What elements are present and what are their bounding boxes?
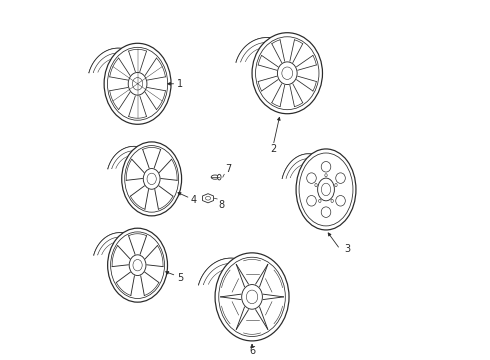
Ellipse shape — [108, 228, 168, 302]
Text: 8: 8 — [218, 200, 224, 210]
Text: 5: 5 — [177, 273, 183, 283]
Text: 6: 6 — [249, 346, 255, 356]
Ellipse shape — [277, 62, 297, 85]
Polygon shape — [236, 33, 321, 62]
Ellipse shape — [122, 142, 182, 216]
Polygon shape — [94, 228, 166, 255]
Ellipse shape — [242, 284, 263, 309]
Ellipse shape — [129, 255, 146, 275]
Text: 7: 7 — [225, 163, 231, 174]
Ellipse shape — [307, 173, 316, 183]
Ellipse shape — [321, 162, 331, 172]
Ellipse shape — [318, 178, 334, 201]
Polygon shape — [108, 142, 180, 169]
Ellipse shape — [307, 195, 316, 206]
Ellipse shape — [321, 207, 331, 217]
Ellipse shape — [315, 184, 317, 187]
Ellipse shape — [128, 72, 147, 95]
Ellipse shape — [335, 184, 337, 187]
Ellipse shape — [143, 168, 160, 189]
Ellipse shape — [331, 199, 333, 203]
Ellipse shape — [211, 175, 219, 179]
Ellipse shape — [325, 174, 327, 177]
Ellipse shape — [336, 195, 345, 206]
Ellipse shape — [218, 174, 221, 180]
Text: 2: 2 — [270, 144, 276, 154]
Ellipse shape — [104, 43, 171, 124]
Text: 4: 4 — [191, 195, 197, 205]
Polygon shape — [89, 43, 170, 73]
Ellipse shape — [318, 199, 321, 203]
Polygon shape — [198, 253, 287, 285]
Ellipse shape — [252, 33, 322, 114]
Ellipse shape — [215, 253, 289, 341]
Ellipse shape — [336, 173, 345, 183]
Polygon shape — [202, 194, 214, 203]
Text: 1: 1 — [177, 79, 183, 89]
Text: 3: 3 — [344, 244, 350, 254]
Ellipse shape — [296, 149, 356, 230]
Polygon shape — [282, 149, 354, 179]
